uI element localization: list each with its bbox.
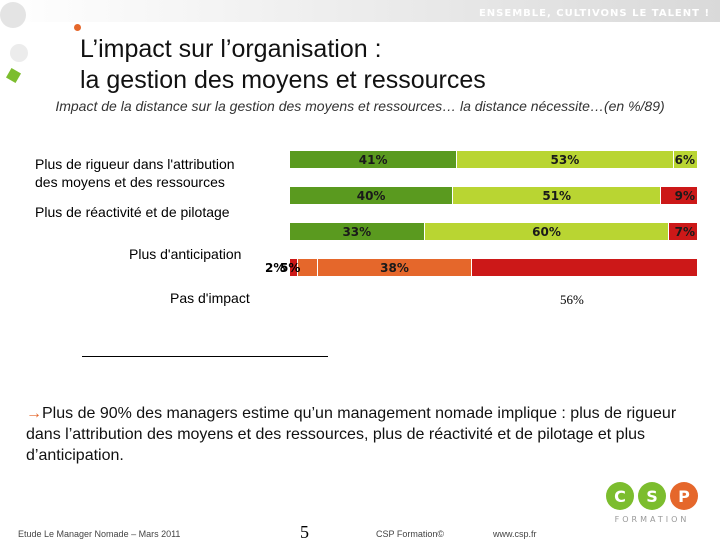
bar-segment: 9% [661, 187, 698, 204]
footer-website: www.csp.fr [493, 529, 537, 539]
logo-letter-s: S [638, 482, 666, 510]
data-label: 33% [342, 224, 372, 239]
data-label: 40% [356, 188, 386, 203]
accent-square [5, 67, 22, 84]
data-label: 2% [265, 261, 286, 275]
bar-segment [471, 259, 698, 276]
bar-segment: 60% [424, 223, 670, 240]
data-label: 38% [380, 260, 409, 275]
bar-segment: 51% [453, 187, 662, 204]
top-band: ENSEMBLE, CULTIVONS LE TALENT ! [0, 0, 720, 22]
bar-segment: 6% [673, 151, 698, 168]
data-label: 51% [542, 188, 572, 203]
bar-segment: 41% [290, 151, 458, 168]
logo-subtitle: FORMATION [614, 515, 690, 524]
category-label-line: Plus d'anticipation [129, 246, 242, 262]
category-label-reactivite: Plus de réactivité et de pilotage [35, 203, 230, 221]
category-label-anticipation: Plus d'anticipation [129, 245, 241, 263]
accent-dot [74, 24, 81, 31]
data-label: 7% [674, 224, 695, 239]
bar-segment [290, 259, 299, 276]
decor-circle [10, 44, 28, 62]
tagline: ENSEMBLE, CULTIVONS LE TALENT ! [478, 8, 710, 19]
logo-letter-c: C [606, 482, 634, 510]
logo-letter-p: P [670, 482, 698, 510]
conclusion-text: →Plus de 90% des managers estime qu’un m… [26, 403, 696, 466]
category-label-line: Plus de réactivité et de pilotage [35, 204, 230, 220]
bar-segment: 33% [290, 223, 425, 240]
category-label-pas-impact: Pas d'impact [170, 289, 250, 307]
title-line-2: la gestion des moyens et ressources [80, 66, 486, 94]
category-label-rigueur: Plus de rigueur dans l'attribution des m… [35, 155, 235, 191]
csp-logo: C S P FORMATION [604, 482, 700, 526]
title-line-1: L’impact sur l’organisation : [80, 35, 382, 63]
bar-segment [298, 259, 319, 276]
page-title: L’impact sur l’organisation : la gestion… [80, 34, 486, 96]
bar-segment: 7% [669, 223, 698, 240]
chart-subtitle: Impact de la distance sur la gestion des… [55, 98, 665, 114]
category-label-line: Plus de rigueur dans l'attribution [35, 156, 235, 172]
arrow-icon: → [26, 405, 42, 422]
decor-circle [0, 2, 26, 28]
bar-segment: 40% [290, 187, 454, 204]
footer-copyright: CSP Formation© [376, 529, 444, 539]
category-label-line: des moyens et des ressources [35, 174, 225, 190]
page-number: 5 [300, 522, 309, 542]
data-label: 9% [674, 188, 695, 203]
data-label-pas-impact: 56% [560, 292, 584, 307]
bar-segment: 38% [318, 259, 472, 276]
divider-line [82, 356, 328, 357]
bar-segment: 53% [457, 151, 674, 168]
category-label-line: Pas d'impact [170, 290, 250, 306]
conclusion-body: Plus de 90% des managers estime qu’un ma… [26, 405, 677, 464]
data-label: 53% [550, 152, 580, 167]
data-label: 5% [280, 261, 301, 275]
data-label: 6% [674, 152, 695, 167]
data-label: 41% [358, 152, 388, 167]
data-label: 60% [532, 224, 561, 239]
footer-source: Etude Le Manager Nomade – Mars 2011 [18, 529, 181, 539]
